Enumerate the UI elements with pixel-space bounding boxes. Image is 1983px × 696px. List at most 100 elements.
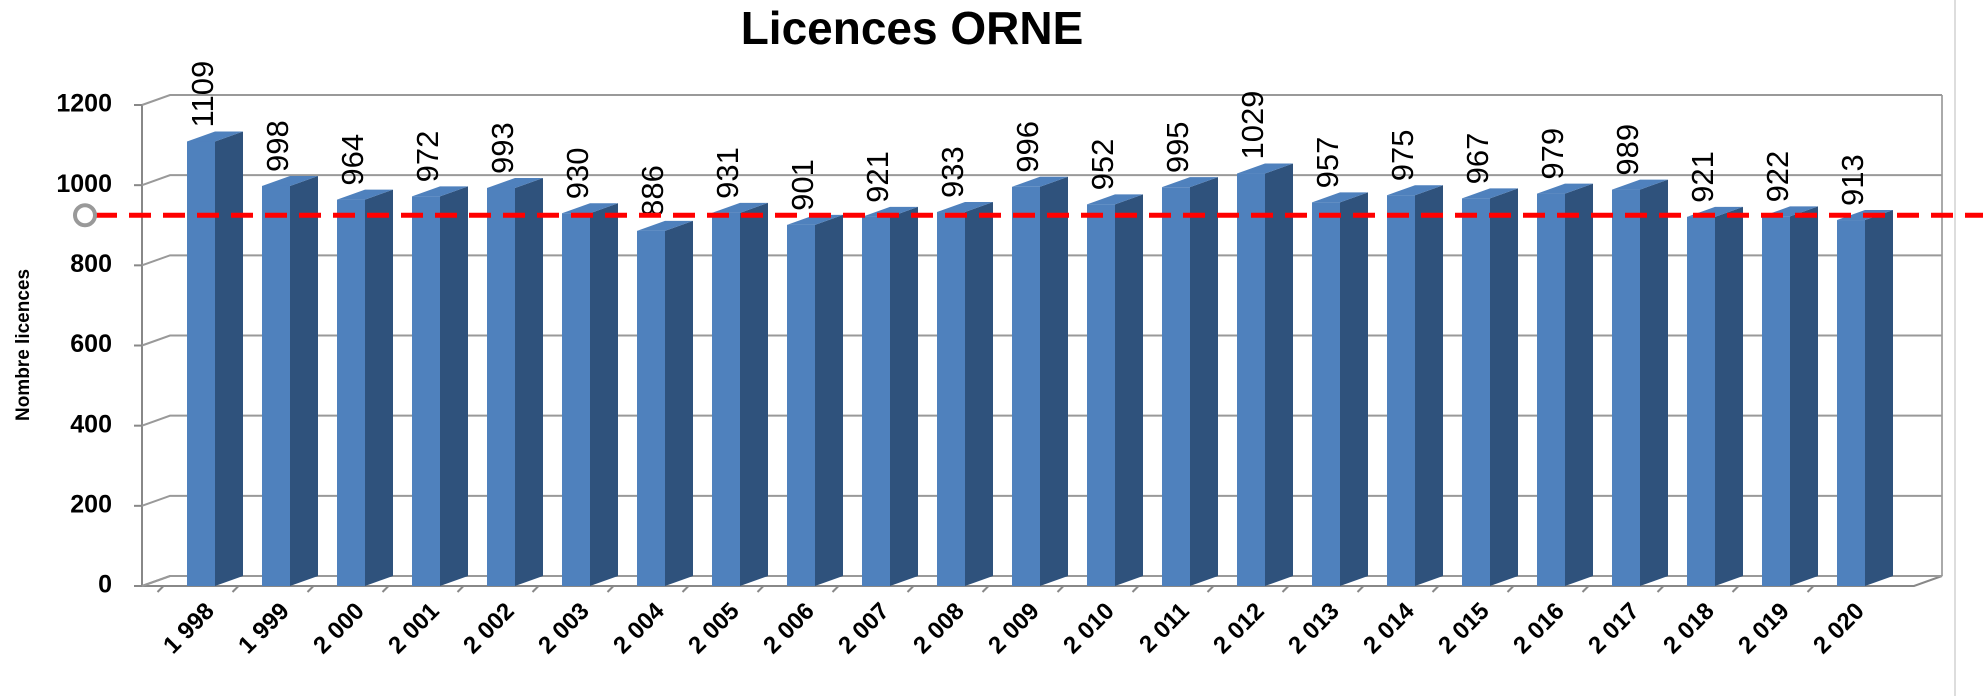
tick-mark [606,585,615,593]
bar [1312,202,1340,586]
bar [1612,189,1640,586]
bar-top [262,175,318,186]
x-tick-label: 2 018 [1658,598,1720,660]
value-label: 930 [560,147,595,199]
x-tick-label: 2 011 [1134,598,1195,659]
tick-mark [1581,585,1590,593]
x-tick-label: 2 010 [1058,598,1120,660]
bar-side [1340,192,1368,586]
bar-side [1790,206,1818,586]
y-tick-label: 0 [98,571,112,599]
value-label: 975 [1385,129,1420,181]
value-label: 979 [1535,128,1570,180]
tick-mark [1131,585,1140,593]
value-label: 995 [1160,121,1195,173]
y-axis-label: Nombre licences [13,269,34,421]
tick-mark [906,585,915,593]
bar-side [965,202,993,586]
value-label: 998 [260,120,295,172]
bar-side [1490,188,1518,586]
x-tick-label: 2 015 [1433,598,1495,660]
tick-mark [831,585,840,593]
bar [862,216,890,586]
value-label: 922 [1760,151,1795,203]
tick-mark [1056,585,1065,593]
tick-mark [456,585,465,593]
bar-top [1612,179,1668,190]
tick-mark [1356,585,1365,593]
x-tick-label: 2 006 [758,598,820,660]
grid-line [141,174,1942,187]
bar-top [337,189,393,200]
value-label: 972 [410,131,445,183]
bar-top [1312,192,1368,203]
bar-side [890,206,918,586]
bar [937,212,965,586]
x-tick-label: 2 005 [683,598,745,660]
tick-mark [1206,585,1215,593]
x-tick-label: 2 020 [1808,598,1870,660]
x-tick-label: 1 999 [233,598,295,660]
bar-top [562,203,618,214]
bar-top [1162,177,1218,188]
bar [1162,187,1190,586]
y-tick-label: 200 [70,490,112,518]
tick-mark [381,585,390,593]
tick-mark [531,585,540,593]
tick-mark [1506,585,1515,593]
value-label: 921 [860,151,895,203]
value-label: 933 [935,146,970,198]
tick-mark [1281,585,1290,593]
tick-mark [156,585,165,593]
tick-mark [981,585,990,593]
grid-line [141,94,1942,106]
bar-side [1040,176,1068,586]
bar-side [215,131,243,586]
value-label: 913 [1835,154,1870,206]
x-tick-label: 2 001 [383,598,445,660]
bar-side [665,220,693,586]
value-label: 957 [1310,137,1345,189]
bar [1762,216,1790,586]
reference-marker [73,203,97,228]
bar-side [1865,210,1893,586]
bar-side [815,214,843,586]
bar [1012,186,1040,586]
value-label: 886 [635,165,670,217]
x-tick-label: 2 009 [983,598,1045,660]
bar-top [1237,163,1293,174]
bar-top [412,186,468,197]
bar-side [1715,206,1743,586]
bar [487,187,515,586]
y-tick-label: 1000 [56,170,112,198]
x-tick-label: 2 003 [533,598,595,660]
value-label: 921 [1685,151,1720,203]
bar-top [862,206,918,217]
x-tick-label: 2 014 [1358,597,1420,659]
bar [187,141,215,586]
x-tick-label: 2 007 [833,598,895,660]
bar-side [590,203,618,586]
bar-side [1565,183,1593,586]
bar-top [637,220,693,231]
bar-top [1537,183,1593,194]
tick-mark [756,585,765,593]
y-tick-label: 800 [70,250,112,278]
bar-top [712,202,768,213]
bar-side [1640,179,1668,586]
bar-side [365,189,393,586]
tick-mark [306,585,315,593]
bar [337,199,365,586]
value-label: 967 [1460,133,1495,185]
value-label: 964 [335,134,370,186]
tick-mark [1656,585,1665,593]
bar-side [440,186,468,586]
bar [1087,204,1115,586]
bar [412,196,440,586]
bar [1537,193,1565,586]
x-tick-label: 1 998 [158,598,220,660]
tick-mark [231,585,240,593]
bar [787,224,815,586]
bar [1837,220,1865,586]
